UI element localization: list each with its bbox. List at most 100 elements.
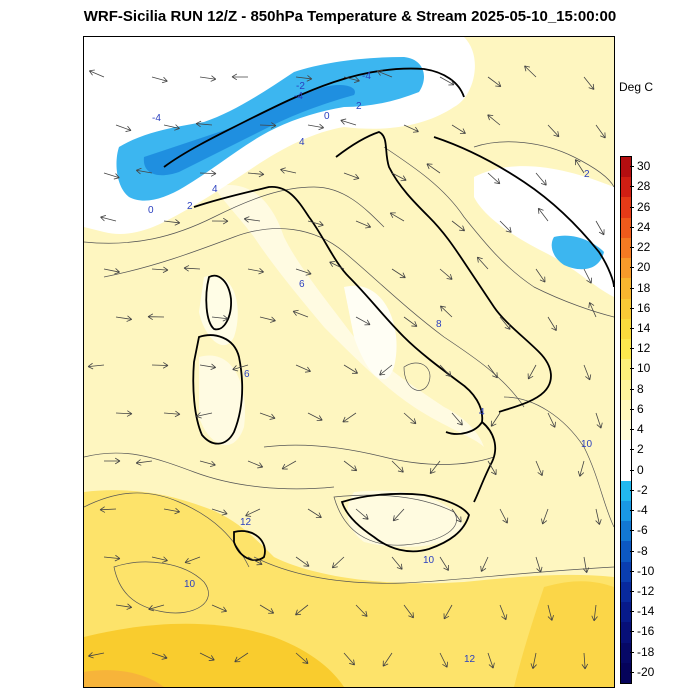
colorbar-tick-label: 30 (637, 159, 651, 174)
colorbar-tick-label: 2 (637, 442, 644, 457)
colorbar-tick-label: 4 (637, 422, 644, 437)
wind-arrow (391, 556, 403, 570)
wind-arrow (151, 76, 168, 84)
colorbar-segment (621, 541, 631, 563)
contour-label: 10 (184, 579, 196, 590)
colorbar-tick-label: -10 (637, 563, 655, 578)
wind-arrow (439, 268, 453, 280)
colorbar-segment (621, 359, 631, 381)
wind-arrow (199, 75, 217, 82)
wind-arrow (487, 460, 497, 476)
colorbar-segment (621, 298, 631, 320)
contour-label: 10 (423, 555, 435, 566)
wind-arrow (329, 261, 345, 270)
colorbar-segment (621, 561, 631, 583)
colorbar-segment (621, 500, 631, 522)
wind-arrow (487, 114, 501, 126)
contour-label: 12 (464, 654, 476, 665)
wind-arrow (163, 507, 181, 515)
colorbar-tick-mark (630, 226, 634, 228)
wind-arrow (376, 69, 393, 78)
wind-arrow (343, 172, 360, 180)
map-panel: -4 -4 -4 -2 0 0 2 2 2 4 4 4 6 6 8 10 10 12 12 10 (83, 36, 615, 688)
colorbar-segment (621, 258, 631, 279)
colorbar-segment (621, 318, 631, 340)
wind-arrow (581, 652, 589, 670)
colorbar-tick-label: -6 (637, 523, 648, 538)
wind-arrow (135, 167, 153, 175)
wind-arrow (88, 69, 105, 78)
contour-label: 0 (324, 111, 330, 122)
wind-arrow (151, 362, 169, 369)
isotherm-lines (84, 141, 614, 614)
wind-arrow (103, 554, 121, 562)
colorbar-segment (621, 602, 631, 623)
calabria-coast (473, 421, 496, 503)
wind-arrow (527, 364, 537, 380)
wind-arrow (439, 364, 452, 377)
wind-arrow (382, 652, 393, 667)
wind-arrow (391, 460, 404, 473)
wind-arrow (403, 604, 414, 619)
colorbar-tick-mark (630, 550, 634, 552)
colorbar-tick-label: -12 (637, 583, 655, 598)
wind-arrow (292, 309, 309, 318)
colorbar-tick-mark (630, 408, 634, 410)
wind-arrow (403, 124, 419, 133)
wind-arrow (199, 170, 217, 177)
wind-arrow (595, 220, 605, 236)
alps-colder-core (143, 84, 355, 176)
colorbar-segment (621, 622, 631, 644)
colorbar-segment (621, 217, 631, 239)
contour-label: -4 (362, 71, 371, 82)
italy-east-coast (335, 131, 552, 413)
colorbar-tick-mark (630, 570, 634, 572)
colorbar-tick-mark (630, 327, 634, 329)
wind-arrow (426, 163, 441, 174)
wind-arrow (343, 460, 358, 472)
wind-arrow (211, 508, 228, 516)
wind-arrow (196, 412, 213, 419)
wind-arrow (490, 412, 501, 427)
sardinia-coast (192, 334, 244, 445)
contour-label: -4 (152, 113, 161, 124)
wind-arrow (439, 556, 449, 571)
wind-arrow (537, 207, 549, 222)
wind-arrow (595, 508, 602, 525)
colorbar-tick-mark (630, 469, 634, 471)
colorbar-tick-label: -8 (637, 543, 648, 558)
colorbar-tick-label: 6 (637, 401, 644, 416)
colorbar-segment (621, 642, 631, 664)
wind-arrow (295, 364, 311, 373)
wind-arrow (259, 604, 275, 614)
wind-arrow (295, 75, 313, 82)
wind-arrow (103, 172, 120, 180)
colorbar-segment (621, 440, 631, 461)
wind-arrow (163, 124, 180, 131)
wind-arrow (355, 508, 369, 520)
wind-arrow (392, 508, 405, 522)
colorbar-tick-label: -20 (637, 664, 655, 679)
wind-arrow (379, 364, 393, 376)
contour-label: 12 (240, 517, 252, 528)
wind-arrow (307, 220, 324, 228)
contour-label: -4 (294, 91, 303, 102)
colorbar-tick-label: -4 (637, 503, 648, 518)
wind-arrow (541, 508, 549, 525)
wind-arrow (451, 508, 462, 523)
colorbar-segment (621, 521, 631, 542)
wind-arrow (151, 556, 168, 563)
contour-label: -2 (296, 81, 305, 92)
wind-arrow (499, 316, 511, 330)
colorbar-segment (621, 339, 631, 360)
colorbar-tick-mark (630, 388, 634, 390)
wind-arrow (547, 412, 556, 428)
wind-arrow (574, 159, 585, 174)
wind-arrow (403, 412, 417, 425)
colorbar-tick-mark (630, 247, 634, 249)
wind-arrow (391, 268, 406, 279)
contour-label: 4 (299, 137, 305, 148)
wind-arrow (499, 604, 508, 621)
colorbar-tick-label: 18 (637, 280, 651, 295)
